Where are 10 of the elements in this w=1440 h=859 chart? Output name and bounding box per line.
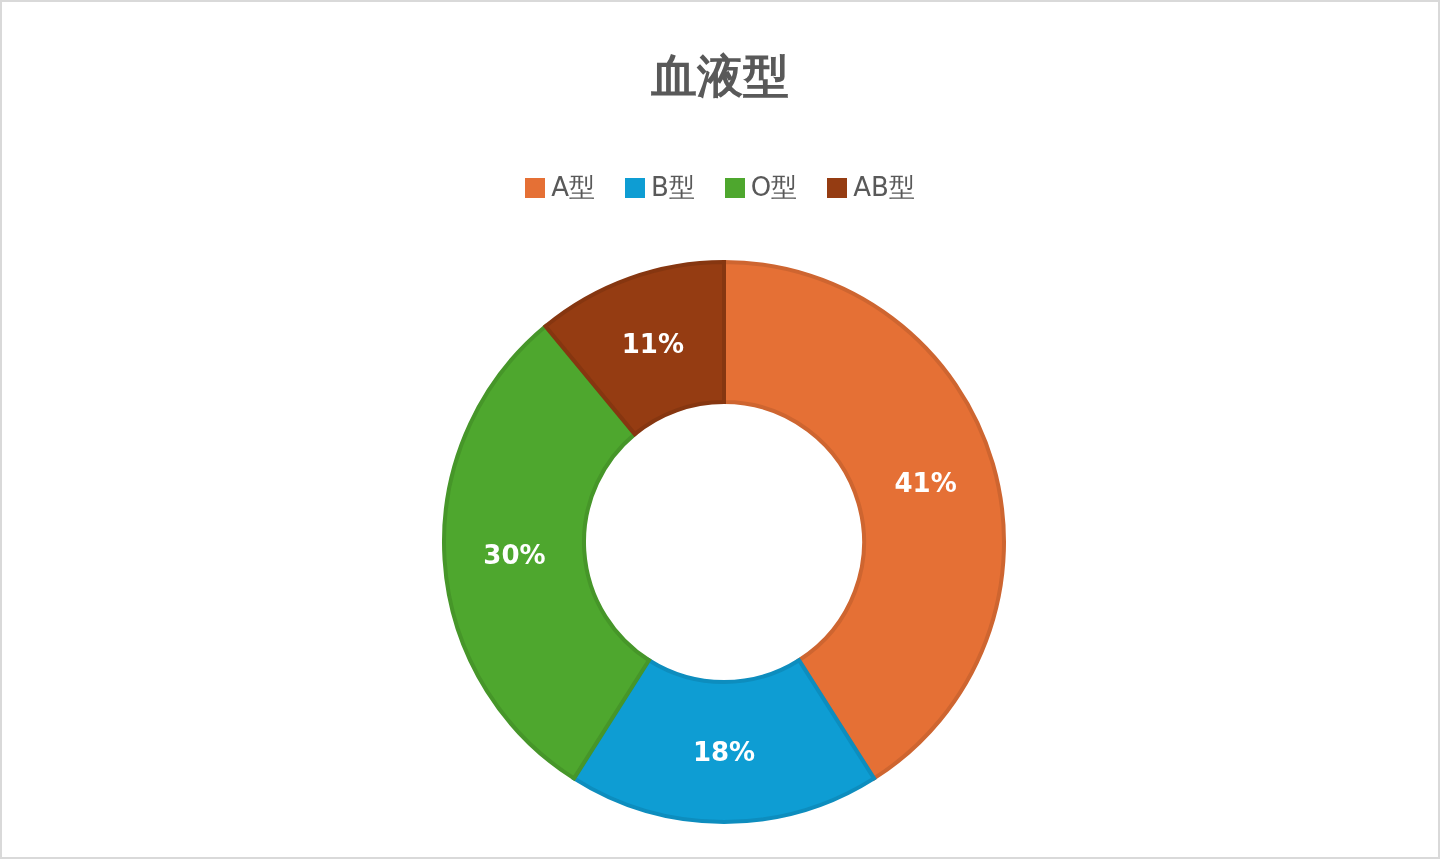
data-label: 18% bbox=[692, 737, 756, 767]
legend-label: A型 bbox=[551, 171, 595, 204]
chart-title: 血液型 bbox=[650, 48, 790, 105]
donut-slice bbox=[543, 260, 726, 437]
data-label: 41% bbox=[894, 468, 957, 499]
data-label: 11% bbox=[621, 329, 684, 360]
legend-label: O型 bbox=[750, 171, 798, 204]
data-label: 30% bbox=[483, 540, 546, 571]
legend-label: B型 bbox=[650, 171, 695, 204]
legend-label: AB型 bbox=[853, 171, 915, 204]
